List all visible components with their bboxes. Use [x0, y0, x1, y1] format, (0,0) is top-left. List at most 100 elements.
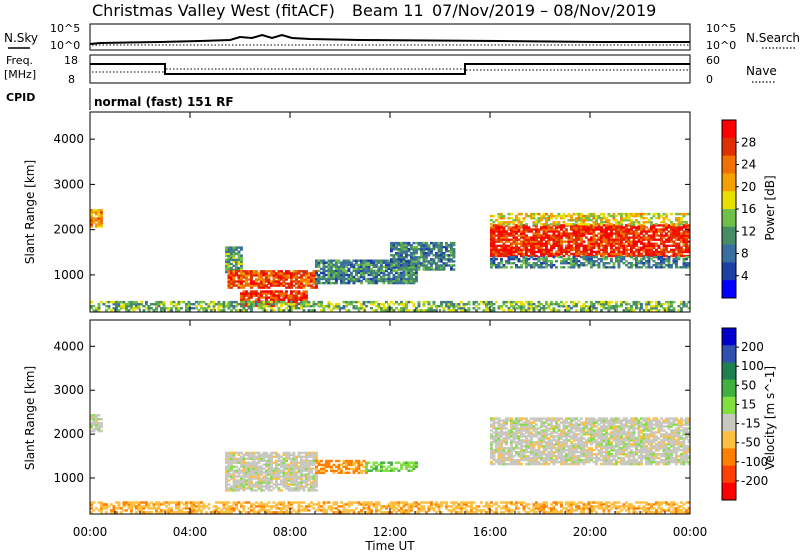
velocity-cell: [495, 439, 498, 442]
power-cell: [277, 294, 281, 297]
power-cell: [402, 241, 406, 245]
power-cell: [537, 300, 541, 304]
velocity-cell: [227, 465, 231, 468]
power-cell: [592, 217, 596, 220]
power-cell: [227, 252, 231, 255]
power-cell: [232, 260, 236, 263]
velocity-cell: [505, 462, 508, 466]
power-cell: [550, 264, 553, 267]
power-cell: [632, 234, 636, 237]
power-cell: [405, 309, 408, 312]
power-cell: [592, 260, 596, 263]
power-cell: [390, 300, 393, 304]
power-cell: [290, 280, 293, 283]
power-cell: [622, 309, 626, 312]
velocity-cell: [317, 463, 321, 467]
power-cell: [587, 255, 591, 259]
power-cell: [395, 261, 398, 264]
power-cell: [315, 286, 318, 289]
power-cell: [657, 255, 661, 259]
power-cell: [650, 254, 653, 258]
power-cell: [555, 260, 558, 263]
power-cell: [680, 307, 683, 310]
power-cell: [235, 309, 238, 312]
power-cell: [392, 309, 396, 312]
velocity-cell: [500, 441, 503, 444]
power-cell: [537, 248, 541, 252]
power-cell: [360, 281, 363, 285]
velocity-cell: [297, 487, 301, 490]
power-cell: [252, 274, 256, 277]
power-cell: [400, 261, 403, 264]
power-cell: [550, 254, 553, 258]
velocity-cell: [315, 485, 318, 488]
power-cell: [532, 212, 536, 216]
power-cell: [397, 275, 401, 279]
power-cell: [532, 238, 536, 241]
power-cell: [360, 275, 363, 279]
power-cell: [347, 279, 351, 283]
power-cell: [575, 240, 578, 243]
power-cell: [297, 307, 301, 310]
power-cell: [640, 214, 643, 218]
velocity-cell: [282, 483, 286, 486]
power-cell: [592, 212, 596, 216]
velocity-cell: [97, 424, 101, 427]
velocity-cell: [515, 451, 518, 454]
power-cell: [445, 258, 448, 261]
power-cell: [410, 277, 413, 281]
power-cell: [592, 214, 596, 218]
power-cell: [180, 300, 183, 304]
power-cell: [510, 250, 513, 254]
power-cell: [560, 255, 563, 259]
power-cell: [532, 250, 536, 254]
velocity-cell: [227, 463, 231, 466]
power-cell: [522, 238, 526, 241]
velocity-cell: [290, 483, 293, 486]
power-cell: [530, 238, 533, 241]
power-cell: [220, 309, 223, 312]
power-cell: [635, 212, 638, 216]
velocity-cell: [260, 453, 263, 456]
power-cell: [500, 221, 503, 224]
power-cell: [635, 262, 638, 265]
power-cell: [490, 236, 493, 239]
velocity-cell: [527, 443, 531, 446]
power-cell: [650, 230, 653, 233]
power-cell: [267, 290, 271, 293]
power-cell: [620, 223, 623, 226]
power-cell: [615, 238, 618, 241]
power-cell: [410, 275, 413, 279]
power-cell: [397, 262, 401, 265]
power-cell: [580, 223, 583, 226]
power-cell: [345, 265, 348, 268]
velocity-cell: [537, 460, 541, 464]
velocity-cell: [525, 455, 528, 458]
power-cell: [390, 258, 393, 261]
power-cell: [572, 230, 576, 233]
power-cell: [635, 264, 638, 267]
velocity-cell: [250, 477, 253, 480]
power-cell: [385, 273, 388, 277]
power-cell: [585, 264, 588, 267]
power-cell: [262, 292, 266, 295]
power-cell: [522, 219, 526, 222]
power-cell: [582, 232, 586, 235]
velocity-cell: [532, 445, 536, 448]
power-cell: [240, 258, 243, 261]
power-cell: [657, 246, 661, 249]
power-cell: [602, 252, 606, 256]
power-cell: [612, 242, 616, 245]
velocity-data: [90, 414, 691, 514]
power-cell: [647, 260, 651, 263]
velocity-cell: [512, 427, 516, 430]
power-cell: [380, 307, 383, 310]
power-cell: [412, 258, 416, 261]
power-cell: [535, 221, 538, 224]
power-cell: [607, 214, 611, 218]
power-cell: [502, 230, 506, 233]
power-cell: [675, 255, 678, 259]
power-cell: [107, 307, 111, 310]
power-cell: [665, 212, 668, 216]
power-cell: [562, 254, 566, 258]
